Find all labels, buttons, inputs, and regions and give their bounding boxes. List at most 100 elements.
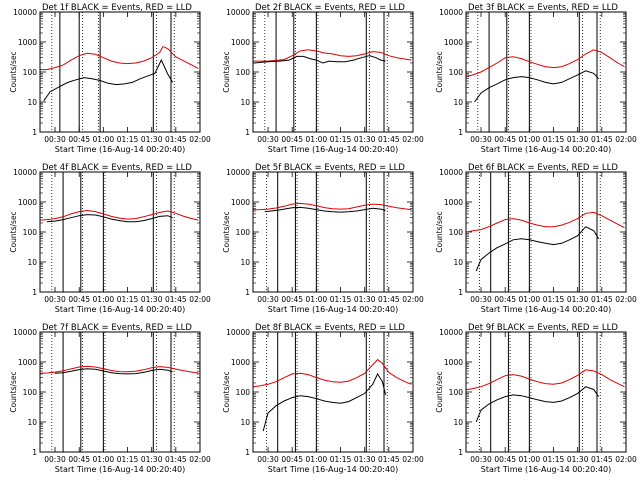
x-tick-label: 01:45 [165, 295, 187, 304]
y-tick-label: 10 [453, 258, 463, 267]
y-axis-label: Counts/sec [222, 51, 231, 92]
series-line-events [253, 55, 386, 64]
y-tick-label: 100 [449, 68, 464, 77]
detector-panel-8: Det 8f BLACK = Events, RED = LLD 1 10 100 10… [222, 323, 424, 474]
y-tick-label: 1000 [444, 198, 463, 207]
series-line-lld [253, 49, 412, 62]
series-line-events [262, 372, 387, 432]
series-line-lld [253, 202, 412, 211]
panel-title: Det 1f BLACK = Events, RED = LLD [42, 3, 192, 13]
y-tick-label: 1 [458, 128, 463, 137]
x-tick-label: 00:45 [494, 295, 516, 304]
x-tick-label: 01:15 [117, 455, 139, 464]
series-line-lld [466, 369, 625, 391]
series-line-events [43, 58, 174, 102]
x-tick-label: 01:15 [117, 295, 139, 304]
x-tick-label: 00:30 [470, 295, 492, 304]
x-tick-label: 00:30 [257, 295, 279, 304]
panel-title: Det 2f BLACK = Events, RED = LLD [255, 3, 405, 13]
x-axis-label: Start Time (16-Aug-14 00:20:40) [268, 465, 399, 474]
x-tick-label: 01:30 [567, 295, 589, 304]
x-tick-label: 00:45 [281, 455, 303, 464]
x-tick-label: 01:00 [93, 455, 115, 464]
x-tick-label: 00:30 [257, 135, 279, 144]
detector-panel-9: Det 9f BLACK = Events, RED = LLD 1 10 100 10… [435, 323, 637, 474]
x-axis-label: Start Time (16-Aug-14 00:20:40) [481, 145, 612, 154]
x-tick-label: 01:45 [591, 455, 613, 464]
x-tick-label: 01:15 [330, 295, 352, 304]
x-tick-label: 01:15 [330, 455, 352, 464]
y-tick-label: 100 [449, 228, 464, 237]
x-tick-label: 02:00 [402, 295, 424, 304]
y-tick-label: 1000 [231, 198, 250, 207]
x-axis-label: Start Time (16-Aug-14 00:20:40) [268, 145, 399, 154]
plot-frame [252, 331, 414, 453]
x-tick-label: 00:30 [470, 455, 492, 464]
y-axis-label: Counts/sec [9, 211, 18, 252]
y-tick-label: 10 [27, 418, 37, 427]
y-axis-label: Counts/sec [435, 51, 444, 92]
series-line-lld [466, 211, 625, 233]
panel-title: Det 4f BLACK = Events, RED = LLD [42, 163, 192, 173]
x-tick-label: 01:00 [306, 135, 328, 144]
x-axis-label: Start Time (16-Aug-14 00:20:40) [481, 465, 612, 474]
series-line-events [54, 368, 173, 375]
y-tick-label: 100 [236, 388, 251, 397]
y-tick-label: 100 [236, 68, 251, 77]
x-tick-label: 00:45 [494, 135, 516, 144]
x-tick-label: 02:00 [615, 295, 637, 304]
plot-frame [39, 331, 201, 453]
x-tick-label: 01:15 [117, 135, 139, 144]
panel-title: Det 7f BLACK = Events, RED = LLD [42, 323, 192, 333]
x-tick-label: 01:15 [543, 135, 565, 144]
x-tick-label: 01:45 [378, 135, 400, 144]
x-tick-label: 00:45 [281, 135, 303, 144]
y-tick-label: 10000 [226, 328, 250, 337]
x-tick-label: 01:00 [306, 295, 328, 304]
x-tick-label: 01:30 [567, 135, 589, 144]
y-tick-label: 10000 [13, 168, 37, 177]
series-line-events [46, 214, 173, 223]
y-tick-label: 1000 [444, 38, 463, 47]
x-tick-label: 01:00 [519, 295, 541, 304]
x-tick-label: 00:45 [494, 455, 516, 464]
x-tick-label: 02:00 [615, 135, 637, 144]
x-tick-label: 01:30 [354, 135, 376, 144]
y-tick-label: 1000 [231, 358, 250, 367]
detector-panel-4: Det 4f BLACK = Events, RED = LLD 1 10 100 10… [9, 163, 211, 314]
y-tick-label: 1 [32, 128, 37, 137]
x-tick-label: 01:30 [354, 295, 376, 304]
x-tick-label: 01:45 [165, 135, 187, 144]
y-tick-label: 10000 [226, 8, 250, 17]
y-tick-label: 10000 [13, 328, 37, 337]
x-axis-label: Start Time (16-Aug-14 00:20:40) [55, 465, 186, 474]
x-tick-label: 01:30 [354, 455, 376, 464]
y-tick-label: 1 [32, 448, 37, 457]
y-tick-label: 10 [453, 98, 463, 107]
y-tick-label: 10 [240, 98, 250, 107]
plot-frame [39, 171, 201, 293]
y-tick-label: 10000 [439, 328, 463, 337]
x-tick-label: 00:30 [44, 455, 66, 464]
plot-frame [252, 11, 414, 133]
series-line-lld [40, 365, 199, 374]
detector-panel-6: Det 6f BLACK = Events, RED = LLD 1 10 100 10… [435, 163, 637, 314]
y-tick-label: 1 [32, 288, 37, 297]
x-tick-label: 01:30 [141, 135, 163, 144]
panel-title: Det 9f BLACK = Events, RED = LLD [468, 323, 618, 333]
y-tick-label: 10 [27, 98, 37, 107]
y-tick-label: 1 [245, 128, 250, 137]
panel-title: Det 6f BLACK = Events, RED = LLD [468, 163, 618, 173]
x-tick-label: 01:00 [519, 455, 541, 464]
panel-title: Det 3f BLACK = Events, RED = LLD [468, 3, 618, 13]
series-line-lld [40, 209, 199, 221]
y-axis-label: Counts/sec [435, 371, 444, 412]
x-tick-label: 00:30 [470, 135, 492, 144]
x-tick-label: 01:15 [543, 455, 565, 464]
x-axis-label: Start Time (16-Aug-14 00:20:40) [268, 305, 399, 314]
x-tick-label: 02:00 [402, 135, 424, 144]
detector-panel-3: Det 3f BLACK = Events, RED = LLD 1 10 100 10… [435, 3, 637, 154]
y-axis-label: Counts/sec [435, 211, 444, 252]
plot-frame [465, 171, 627, 293]
